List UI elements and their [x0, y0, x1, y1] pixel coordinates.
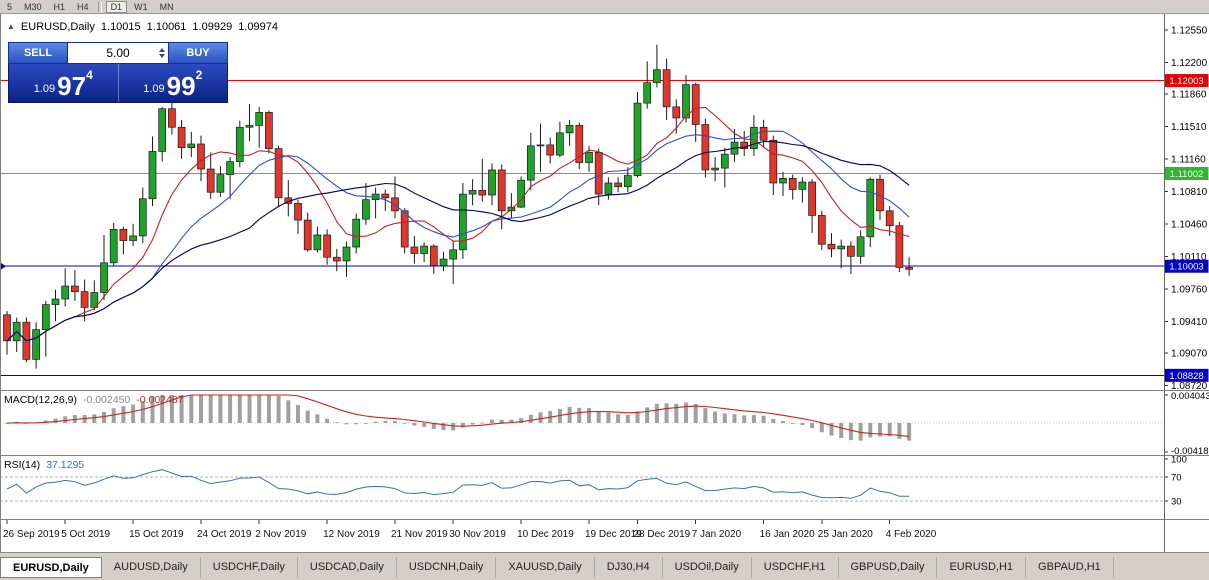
chart-tab-eurusd-daily[interactable]: EURUSD,Daily: [0, 557, 102, 578]
svg-text:15 Oct 2019: 15 Oct 2019: [129, 529, 184, 540]
chart-tab-usdoil-daily[interactable]: USDOil,Daily: [663, 557, 752, 578]
buy-price-sup: 2: [195, 68, 203, 82]
volume-spinner[interactable]: [159, 43, 165, 63]
chart-tab-bar: EURUSD,Daily AUDUSD,Daily USDCHF,Daily USDC…: [0, 552, 1209, 580]
ohlc-close: 1.09974: [238, 21, 278, 33]
buy-price-prefix: 1.09: [143, 83, 165, 95]
timeframe-button-m30[interactable]: M30: [19, 1, 47, 13]
buy-button[interactable]: BUY: [168, 42, 228, 64]
rsi-label: RSI(14) 37.1295: [4, 459, 84, 471]
svg-text:2 Nov 2019: 2 Nov 2019: [255, 529, 307, 540]
sell-price-sup: 4: [86, 68, 93, 82]
svg-text:100: 100: [1171, 455, 1187, 466]
svg-text:1.10110: 1.10110: [1171, 252, 1207, 263]
svg-text:1.09410: 1.09410: [1171, 317, 1208, 328]
svg-text:1.11002: 1.11002: [1170, 169, 1204, 180]
svg-text:1.12003: 1.12003: [1169, 76, 1203, 87]
svg-text:1.10003: 1.10003: [1169, 262, 1203, 273]
svg-text:5 Oct 2019: 5 Oct 2019: [61, 529, 110, 540]
svg-text:1.08720: 1.08720: [1171, 381, 1208, 392]
one-click-trading-panel: SELL 5.00 BUY 1.09 97 4 1.09 99 2: [8, 42, 228, 103]
svg-text:1.09070: 1.09070: [1171, 348, 1208, 359]
svg-text:1.12550: 1.12550: [1171, 25, 1208, 36]
svg-text:70: 70: [1171, 473, 1182, 484]
timeframe-button-d1[interactable]: D1: [105, 0, 128, 13]
timeframe-toolbar: 5 M30 H1 H4 D1 W1 MN: [0, 0, 1209, 14]
timeframe-button-5[interactable]: 5: [2, 1, 17, 13]
sell-button[interactable]: SELL: [8, 42, 68, 64]
svg-text:4 Feb 2020: 4 Feb 2020: [886, 529, 937, 540]
macd-value-main: -0.002450: [82, 394, 131, 406]
volume-input[interactable]: 5.00: [68, 42, 168, 64]
price-axis[interactable]: 1.12550 1.12200 1.11860 1.11510 1.11160 1.108…: [1164, 25, 1209, 392]
svg-text:7 Jan 2020: 7 Jan 2020: [692, 529, 742, 540]
volume-value: 5.00: [106, 46, 130, 60]
chart-tab-gbpaud-h1[interactable]: GBPAUD,H1: [1026, 557, 1114, 578]
svg-text:1.08828: 1.08828: [1169, 371, 1203, 382]
svg-text:1.11510: 1.11510: [1171, 122, 1207, 133]
chart-tab-usdchf-daily[interactable]: USDCHF,Daily: [201, 557, 298, 578]
spinner-down-icon[interactable]: [159, 54, 165, 58]
svg-text:26 Sep 2019: 26 Sep 2019: [3, 529, 60, 540]
svg-text:1.11160: 1.11160: [1171, 154, 1206, 165]
chart-header: ▲ EURUSD,Daily 1.10015 1.10061 1.09929 1…: [7, 21, 278, 33]
svg-text:0.004043: 0.004043: [1171, 391, 1209, 402]
svg-text:24 Oct 2019: 24 Oct 2019: [197, 529, 252, 540]
rsi-value: 37.1295: [46, 459, 85, 471]
support-resistance-lines[interactable]: [0, 80, 1164, 376]
macd-title: MACD(12,26,9): [4, 394, 77, 406]
chart-tab-dj30-h4[interactable]: DJ30,H4: [595, 557, 663, 578]
svg-text:30: 30: [1171, 497, 1182, 508]
moving-averages-layer: [6, 106, 910, 342]
spinner-up-icon[interactable]: [159, 48, 165, 52]
rsi-title: RSI(14): [4, 459, 41, 471]
timeframe-button-w1[interactable]: W1: [129, 1, 153, 13]
svg-text:-0.004187: -0.004187: [1171, 446, 1209, 457]
chart-tab-usdcnh-daily[interactable]: USDCNH,Daily: [397, 557, 497, 578]
panel-frame: [0, 14, 1209, 552]
svg-text:1.11860: 1.11860: [1171, 89, 1207, 100]
chart-canvas[interactable]: 0.004043-0.00418710070301.125501.122001.…: [0, 0, 1209, 552]
chart-tab-gbpusd-daily[interactable]: GBPUSD,Daily: [839, 557, 938, 578]
one-click-toggle-icon[interactable]: ▲: [7, 22, 15, 31]
ohlc-low: 1.09929: [192, 21, 233, 33]
ohlc-open: 1.10015: [100, 21, 141, 33]
timeframe-button-mn[interactable]: MN: [155, 1, 179, 13]
svg-text:21 Nov 2019: 21 Nov 2019: [391, 529, 448, 540]
svg-text:16 Jan 2020: 16 Jan 2020: [760, 529, 815, 540]
timeframe-button-h1[interactable]: H1: [49, 1, 71, 13]
chart-tab-usdcad-daily[interactable]: USDCAD,Daily: [298, 557, 397, 578]
macd-value-signal: -0.002487: [136, 394, 184, 406]
buy-price-big: 99: [166, 71, 196, 101]
ohlc-high: 1.10061: [146, 21, 187, 33]
svg-text:30 Nov 2019: 30 Nov 2019: [449, 529, 506, 540]
sell-price[interactable]: 1.09 97 4: [9, 64, 118, 102]
chart-tab-audusd-daily[interactable]: AUDUSD,Daily: [102, 557, 201, 578]
candles-layer[interactable]: [3, 44, 913, 369]
svg-text:10 Dec 2019: 10 Dec 2019: [517, 529, 574, 540]
chart-tab-xauusd-daily[interactable]: XAUUSD,Daily: [496, 557, 595, 578]
sell-price-prefix: 1.09: [33, 83, 56, 95]
chart-tab-eurusd-h1[interactable]: EURUSD,H1: [937, 557, 1027, 578]
svg-text:25 Jan 2020: 25 Jan 2020: [818, 529, 873, 540]
rsi-panel[interactable]: 100 70 30: [0, 455, 1187, 508]
date-axis[interactable]: 26 Sep 2019 5 Oct 2019 15 Oct 2019 24 Oct 2…: [3, 520, 937, 540]
svg-text:19 Dec 2019: 19 Dec 2019: [585, 529, 642, 540]
chart-tabs: EURUSD,Daily AUDUSD,Daily USDCHF,Daily USDC…: [0, 557, 1209, 578]
chart-symbol: EURUSD,Daily: [20, 21, 95, 33]
macd-label: MACD(12,26,9) -0.002450 -0.002487: [4, 394, 184, 406]
svg-text:1.10460: 1.10460: [1171, 219, 1208, 230]
svg-text:1.12200: 1.12200: [1171, 58, 1208, 69]
macd-panel[interactable]: 0.004043 -0.004187: [0, 391, 1209, 457]
timeframe-button-h4[interactable]: H4: [72, 1, 94, 13]
sell-price-big: 97: [57, 71, 87, 101]
svg-text:1.10810: 1.10810: [1171, 187, 1208, 198]
svg-text:28 Dec 2019: 28 Dec 2019: [634, 529, 691, 540]
buy-price[interactable]: 1.09 99 2: [117, 64, 228, 102]
svg-text:12 Nov 2019: 12 Nov 2019: [323, 529, 380, 540]
toolbar-separator: [97, 1, 102, 12]
chart-tab-usdchf-h1[interactable]: USDCHF,H1: [752, 557, 839, 578]
svg-text:1.09760: 1.09760: [1171, 284, 1208, 295]
